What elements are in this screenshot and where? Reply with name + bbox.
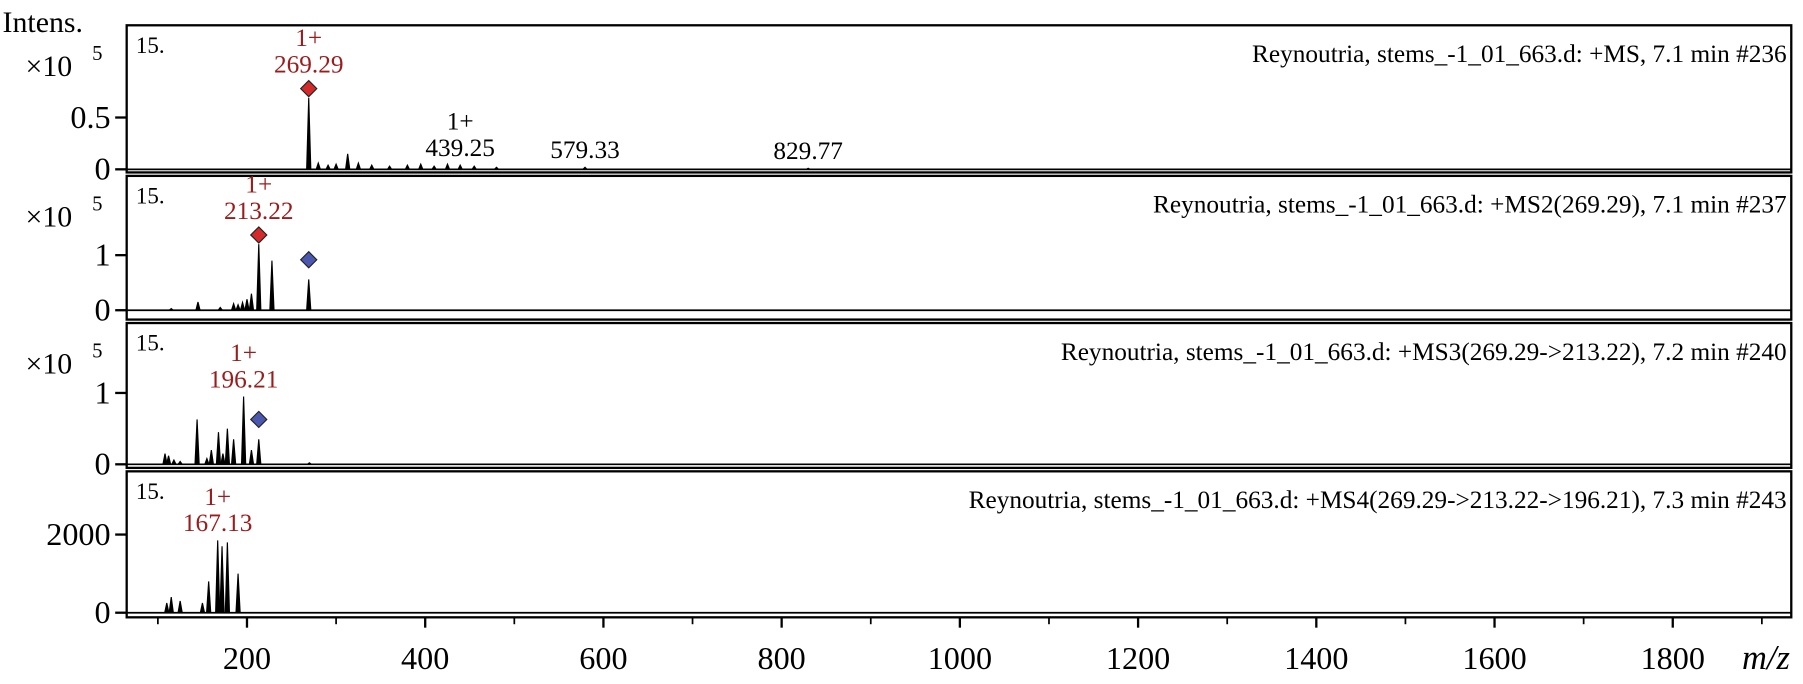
y-label: Intens.: [3, 6, 83, 39]
panel-title: Reynoutria, stems_-1_01_663.d: +MS, 7.1 …: [1252, 40, 1787, 68]
x-tick-label: 1400: [1284, 640, 1348, 676]
peak-label: 213.22: [224, 197, 294, 225]
peak: [306, 279, 312, 311]
x-tick-label: 600: [579, 640, 627, 676]
peak: [239, 300, 246, 311]
x-tick-label: 1800: [1641, 640, 1705, 676]
panel-label: 15.: [136, 331, 165, 356]
peak: [177, 600, 183, 614]
x-label: m/z: [1742, 639, 1790, 677]
y-tick-label: 0: [94, 151, 110, 187]
y-tick-label: 0: [94, 292, 110, 328]
peak: [220, 453, 226, 465]
y-scale-base: ×10: [26, 348, 73, 381]
peak: [205, 581, 212, 614]
peak-label: 829.77: [773, 137, 843, 165]
peak-label: 196.21: [209, 365, 279, 393]
precursor-marker: [249, 410, 268, 429]
peak: [248, 293, 255, 311]
charge-label: 1+: [447, 108, 474, 136]
peak: [235, 573, 241, 614]
y-tick-label: 2000: [46, 516, 110, 552]
y-scale-exp: 5: [92, 193, 102, 215]
peak-label: 439.25: [425, 134, 495, 162]
x-tick-label: 800: [758, 640, 806, 676]
peak: [168, 597, 174, 614]
panel-title: Reynoutria, stems_-1_01_663.d: +MS2(269.…: [1153, 191, 1787, 219]
peak: [230, 301, 237, 311]
y-tick-label: 1: [94, 374, 110, 410]
peak: [230, 439, 237, 465]
charge-label: 1+: [230, 339, 257, 367]
peak-label: 167.13: [183, 509, 253, 537]
precursor-marker: [249, 226, 268, 244]
peak: [224, 428, 231, 465]
peak: [165, 455, 172, 465]
charge-label: 1+: [295, 24, 322, 52]
peak: [215, 540, 221, 614]
x-tick-label: 1600: [1462, 640, 1526, 676]
peak: [315, 161, 322, 170]
precursor-marker: [299, 79, 318, 98]
x-tick-label: 1000: [928, 640, 992, 676]
peak: [344, 153, 351, 170]
panel-frame: [125, 24, 1793, 174]
y-tick-label: 0: [94, 446, 110, 482]
precursor-marker: [299, 250, 318, 269]
peak-label: 269.29: [274, 51, 344, 79]
peak: [195, 301, 201, 311]
peak: [164, 602, 170, 614]
peak: [269, 260, 275, 311]
peak-label: 579.33: [550, 136, 620, 164]
peak: [208, 449, 215, 465]
panel-label: 15.: [136, 183, 165, 208]
peak: [224, 542, 231, 614]
peak: [256, 244, 262, 311]
y-tick-label: 1: [94, 237, 110, 273]
peak: [256, 439, 262, 465]
panel-label: 15.: [136, 33, 165, 58]
panel-title: Reynoutria, stems_-1_01_663.d: +MS4(269.…: [969, 486, 1787, 514]
y-scale-exp: 5: [92, 43, 102, 65]
y-scale-exp: 5: [92, 341, 102, 363]
peak: [199, 602, 206, 614]
y-scale-base: ×10: [26, 200, 73, 233]
charge-label: 1+: [204, 483, 231, 511]
peak: [355, 161, 362, 170]
x-tick-label: 400: [401, 640, 449, 676]
x-tick-label: 1200: [1106, 640, 1170, 676]
x-tick-label: 200: [223, 640, 271, 676]
peak: [215, 432, 222, 465]
charge-label: 1+: [245, 170, 272, 198]
y-tick-label: 0: [94, 594, 110, 630]
panel-title: Reynoutria, stems_-1_01_663.d: +MS3(269.…: [1061, 338, 1787, 366]
y-tick-label: 0.5: [70, 99, 110, 135]
peak: [240, 396, 247, 465]
peak: [219, 546, 225, 614]
y-scale-base: ×10: [26, 50, 73, 83]
peak: [194, 419, 200, 465]
peak: [244, 299, 250, 311]
panel-label: 15.: [136, 479, 165, 504]
panel-frame: [125, 174, 1793, 321]
peak: [248, 449, 255, 465]
peak: [306, 97, 312, 170]
panel-frame: [125, 321, 1793, 470]
